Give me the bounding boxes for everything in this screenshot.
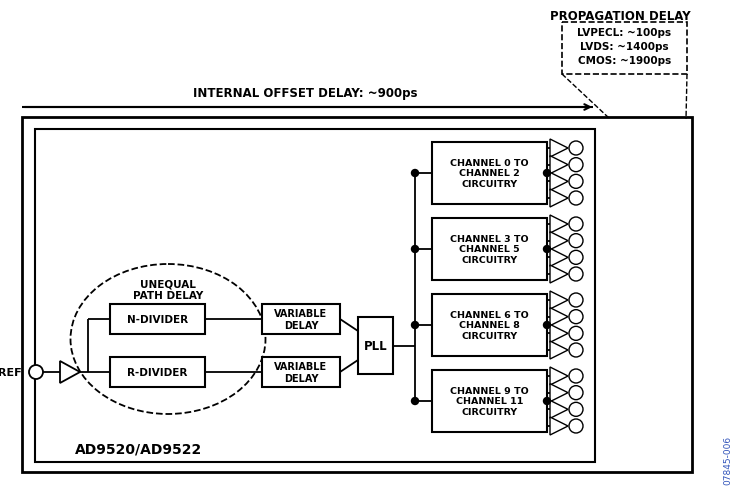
Polygon shape — [550, 341, 568, 359]
Polygon shape — [550, 215, 568, 233]
Bar — [432, 218, 547, 281]
Circle shape — [543, 322, 551, 329]
Text: AD9520/AD9522: AD9520/AD9522 — [75, 442, 202, 456]
Circle shape — [569, 386, 583, 400]
Polygon shape — [60, 361, 80, 383]
Circle shape — [569, 369, 583, 383]
Text: VARIABLE
DELAY: VARIABLE DELAY — [275, 309, 328, 330]
Text: CMOS: ~1900ps: CMOS: ~1900ps — [578, 56, 671, 66]
Text: LVPECL: ~100ps: LVPECL: ~100ps — [577, 28, 672, 38]
Text: 07845-006: 07845-006 — [723, 434, 733, 483]
Bar — [562, 23, 687, 75]
Polygon shape — [550, 156, 568, 174]
Circle shape — [569, 419, 583, 433]
Circle shape — [569, 402, 583, 416]
Circle shape — [569, 142, 583, 156]
Bar — [110, 305, 205, 334]
Ellipse shape — [71, 265, 266, 414]
Text: REF: REF — [0, 367, 22, 377]
Polygon shape — [550, 189, 568, 207]
Text: CHANNEL 6 TO
CHANNEL 8
CIRCUITRY: CHANNEL 6 TO CHANNEL 8 CIRCUITRY — [450, 311, 529, 340]
Circle shape — [543, 170, 551, 177]
Text: CHANNEL 9 TO
CHANNEL 11
CIRCUITRY: CHANNEL 9 TO CHANNEL 11 CIRCUITRY — [450, 386, 529, 416]
Polygon shape — [550, 232, 568, 250]
Bar — [35, 130, 595, 462]
Bar — [110, 357, 205, 387]
Circle shape — [569, 217, 583, 231]
Circle shape — [569, 251, 583, 265]
Text: PROPAGATION DELAY: PROPAGATION DELAY — [550, 10, 690, 23]
Bar — [432, 143, 547, 204]
Circle shape — [569, 158, 583, 172]
Bar — [432, 370, 547, 432]
Text: PLL: PLL — [364, 339, 387, 352]
Circle shape — [569, 294, 583, 308]
Circle shape — [569, 343, 583, 357]
Text: N-DIVIDER: N-DIVIDER — [127, 314, 188, 324]
Bar — [22, 118, 692, 472]
Polygon shape — [550, 367, 568, 385]
Polygon shape — [550, 400, 568, 418]
Bar — [262, 357, 340, 387]
Circle shape — [543, 246, 551, 253]
Circle shape — [569, 191, 583, 205]
Polygon shape — [550, 325, 568, 343]
Polygon shape — [550, 249, 568, 267]
Text: UNEQUAL
PATH DELAY: UNEQUAL PATH DELAY — [133, 279, 203, 300]
Circle shape — [412, 246, 418, 253]
Bar — [262, 305, 340, 334]
Text: CHANNEL 3 TO
CHANNEL 5
CIRCUITRY: CHANNEL 3 TO CHANNEL 5 CIRCUITRY — [450, 234, 529, 265]
Polygon shape — [550, 140, 568, 158]
Circle shape — [569, 327, 583, 341]
Circle shape — [412, 398, 418, 405]
Circle shape — [569, 310, 583, 324]
Circle shape — [543, 398, 551, 405]
Circle shape — [412, 170, 418, 177]
Polygon shape — [550, 266, 568, 284]
Polygon shape — [550, 308, 568, 326]
Polygon shape — [550, 417, 568, 435]
Circle shape — [569, 234, 583, 248]
Polygon shape — [550, 384, 568, 402]
Circle shape — [412, 322, 418, 329]
Circle shape — [29, 365, 43, 379]
Polygon shape — [550, 173, 568, 191]
Polygon shape — [550, 292, 568, 310]
Text: CHANNEL 0 TO
CHANNEL 2
CIRCUITRY: CHANNEL 0 TO CHANNEL 2 CIRCUITRY — [450, 159, 529, 188]
Text: INTERNAL OFFSET DELAY: ~900ps: INTERNAL OFFSET DELAY: ~900ps — [193, 87, 417, 100]
Text: LVDS: ~1400ps: LVDS: ~1400ps — [580, 42, 669, 52]
Text: VARIABLE
DELAY: VARIABLE DELAY — [275, 362, 328, 383]
Circle shape — [569, 175, 583, 189]
Bar — [358, 317, 393, 374]
Text: R-DIVIDER: R-DIVIDER — [128, 367, 187, 377]
Bar — [432, 295, 547, 356]
Circle shape — [569, 268, 583, 282]
